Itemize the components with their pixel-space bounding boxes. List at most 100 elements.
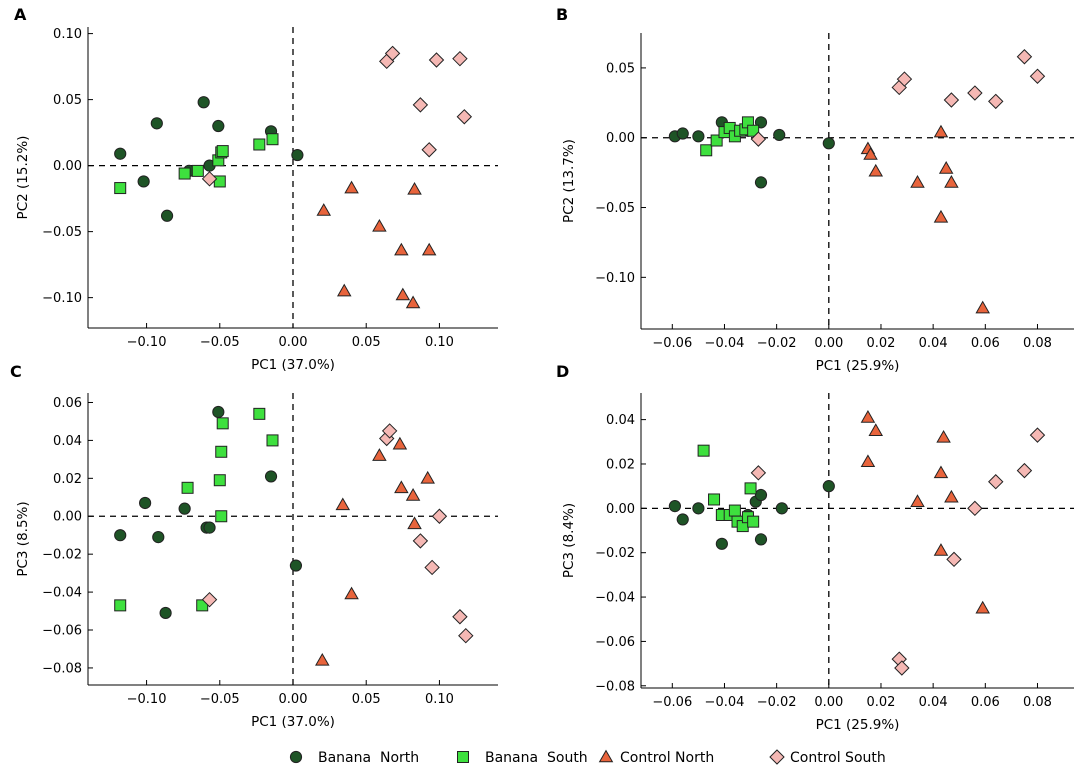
panel-b: B −0.06 −0.04 −0.02 0.00 0.02 0.04 0.06 0.08 −0.1… bbox=[556, 5, 1074, 374]
point-banana-north bbox=[139, 496, 152, 510]
point-banana-north bbox=[264, 470, 278, 483]
x-tick-label: −0.05 bbox=[200, 335, 240, 350]
point-banana-north bbox=[822, 480, 835, 493]
point-banana-south bbox=[114, 182, 127, 195]
x-tick-label: 0.05 bbox=[352, 692, 381, 707]
x-tick-label: 0.08 bbox=[1023, 336, 1052, 351]
point-control-south bbox=[896, 71, 913, 87]
point-banana-south bbox=[697, 444, 710, 457]
x-tick-label: −0.06 bbox=[652, 695, 692, 710]
x-tick-label: 0.08 bbox=[1023, 695, 1052, 710]
point-banana-south bbox=[178, 167, 191, 180]
point-banana-north bbox=[715, 537, 728, 550]
point-control-south bbox=[750, 131, 767, 147]
x-tick-label: −0.02 bbox=[757, 695, 797, 710]
y-tick-label: 0.02 bbox=[606, 457, 635, 472]
x-axis-label: PC1 (37.0%) bbox=[251, 714, 335, 730]
point-control-south bbox=[201, 591, 218, 608]
panel-letter: A bbox=[14, 5, 27, 24]
point-control-north bbox=[394, 480, 409, 494]
y-tick-label: −0.06 bbox=[42, 624, 82, 639]
point-control-north bbox=[335, 497, 351, 511]
point-control-north bbox=[395, 287, 411, 301]
legend-label: Control North bbox=[620, 750, 714, 766]
point-banana-south bbox=[747, 124, 760, 137]
legend-item: Banana South bbox=[457, 750, 588, 766]
point-banana-north bbox=[822, 137, 835, 150]
y-tick-label: −0.02 bbox=[595, 546, 635, 561]
x-tick-label: 0.02 bbox=[866, 336, 895, 351]
point-banana-north bbox=[676, 513, 689, 526]
point-control-south bbox=[452, 609, 468, 625]
series-banana-north bbox=[114, 96, 304, 222]
y-axis-label: PC2 (15.2%) bbox=[15, 136, 31, 220]
point-control-south bbox=[412, 533, 429, 549]
legend-marker-control-south bbox=[769, 749, 785, 765]
y-tick-label: 0.00 bbox=[53, 159, 82, 174]
x-tick-label: 0.00 bbox=[279, 692, 308, 707]
y-tick-label: −0.04 bbox=[42, 586, 82, 601]
point-control-north bbox=[372, 218, 387, 232]
point-banana-south bbox=[215, 510, 228, 523]
panel-letter: B bbox=[556, 5, 568, 24]
point-banana-south bbox=[710, 134, 723, 147]
point-banana-north bbox=[178, 502, 191, 515]
point-banana-north bbox=[137, 175, 150, 188]
point-control-south bbox=[967, 85, 983, 101]
point-control-north bbox=[975, 300, 990, 314]
point-banana-north bbox=[114, 529, 127, 542]
point-banana-south bbox=[253, 407, 266, 420]
point-control-north bbox=[405, 295, 421, 309]
x-tick-label: −0.05 bbox=[200, 692, 240, 707]
point-banana-north bbox=[668, 500, 682, 513]
point-control-north bbox=[910, 494, 925, 507]
point-control-north bbox=[407, 181, 422, 195]
series-banana-south bbox=[697, 444, 760, 533]
point-control-south bbox=[452, 50, 468, 67]
point-banana-south bbox=[700, 144, 713, 157]
point-control-south bbox=[458, 627, 474, 644]
y-tick-label: −0.08 bbox=[595, 679, 635, 694]
legend-label: Banana South bbox=[485, 750, 588, 766]
point-control-south bbox=[1016, 49, 1033, 65]
point-control-south bbox=[967, 500, 983, 517]
x-axis-label: PC1 (25.9%) bbox=[816, 358, 900, 374]
y-tick-label: 0.05 bbox=[53, 93, 82, 108]
point-banana-south bbox=[216, 417, 229, 430]
point-control-north bbox=[315, 652, 330, 666]
x-tick-label: 0.04 bbox=[919, 695, 948, 710]
legend-item: Banana North bbox=[289, 750, 419, 766]
point-banana-south bbox=[213, 474, 226, 487]
point-control-north bbox=[938, 161, 954, 174]
x-tick-label: −0.06 bbox=[652, 336, 692, 351]
point-control-south bbox=[988, 93, 1004, 110]
series-control-north bbox=[860, 124, 990, 314]
point-control-south bbox=[384, 45, 401, 62]
y-tick-label: 0.00 bbox=[606, 502, 635, 517]
x-tick-label: 0.00 bbox=[814, 695, 843, 710]
series-banana-south bbox=[114, 133, 279, 195]
point-control-north bbox=[372, 448, 387, 461]
point-control-north bbox=[933, 124, 949, 138]
point-control-south bbox=[1016, 462, 1033, 479]
x-tick-label: −0.10 bbox=[127, 692, 167, 707]
x-tick-label: 0.10 bbox=[425, 335, 454, 350]
point-control-north bbox=[944, 489, 959, 503]
point-banana-north bbox=[150, 117, 163, 130]
x-tick-label: −0.02 bbox=[757, 336, 797, 351]
point-control-north bbox=[344, 586, 359, 600]
point-control-north bbox=[868, 423, 884, 437]
point-control-south bbox=[1029, 427, 1046, 443]
series-control-north bbox=[315, 436, 435, 666]
point-control-south bbox=[988, 474, 1004, 490]
point-control-north bbox=[910, 174, 925, 188]
point-banana-south bbox=[747, 515, 760, 528]
panel-a: A −0.10 −0.05 0.00 0.05 0.10 −0.10 −0.05 0.00 0.0… bbox=[14, 5, 498, 373]
point-control-north bbox=[392, 436, 408, 450]
point-banana-north bbox=[773, 128, 786, 142]
series-control-south bbox=[750, 49, 1046, 147]
point-control-south bbox=[431, 508, 448, 524]
point-control-north bbox=[933, 209, 949, 223]
y-tick-label: −0.06 bbox=[595, 635, 635, 650]
